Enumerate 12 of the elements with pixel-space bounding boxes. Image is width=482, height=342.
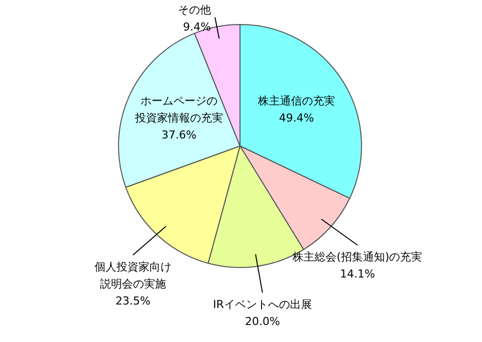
slice-label: 株主通信の充実 <box>257 94 336 108</box>
data-label: 9.4% <box>183 20 211 34</box>
data-label: 23.5% <box>115 294 150 308</box>
data-label: 20.0% <box>245 315 280 328</box>
data-label: 37.6% <box>162 128 196 142</box>
slice-label: 個人投資家向け説明会の実施 <box>94 260 172 290</box>
slice-label: ホームページの投資家情報の充実 <box>134 94 223 125</box>
data-label: 14.1% <box>340 267 375 280</box>
slice-label: IRイベントへの出展 <box>213 298 312 312</box>
slice-label: 株主総会(招集通知)の充実 <box>292 250 422 264</box>
data-label: 49.4% <box>279 112 314 125</box>
slice-label: その他 <box>178 3 211 16</box>
